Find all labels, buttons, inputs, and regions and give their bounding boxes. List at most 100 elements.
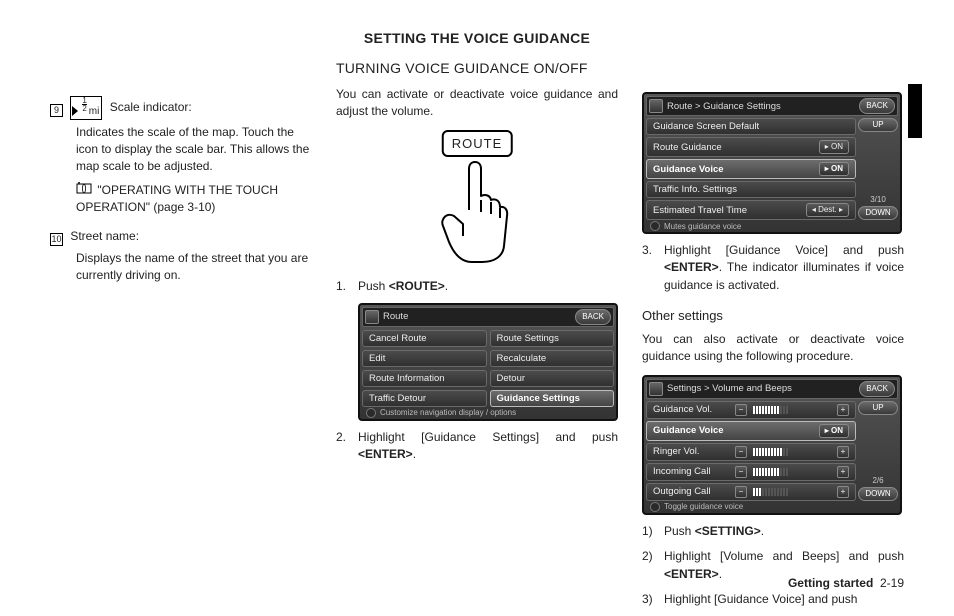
device-minus-button[interactable]: − (735, 404, 747, 416)
page-footer: Getting started 2-19 (788, 576, 904, 590)
device-item-label: Route Guidance (653, 142, 815, 153)
device-volume-bar (751, 447, 833, 457)
device-plus-button[interactable]: + (837, 486, 849, 498)
item-10: 10 Street name: Displays the name of the… (50, 228, 312, 283)
device-item-label: Estimated Travel Time (653, 205, 802, 216)
device-list-item[interactable]: Guidance Vol.− + (646, 401, 856, 419)
device-menu-label: Cancel Route (369, 333, 480, 344)
device-item-label: Guidance Vol. (653, 404, 731, 415)
device-minus-button[interactable]: − (735, 446, 747, 458)
device-home-icon (649, 99, 663, 113)
other-step-3: 3)Highlight [Guidance Voice] and push (642, 591, 904, 608)
device-item-label: Traffic Info. Settings (653, 184, 849, 195)
device-menu-item[interactable]: Detour (490, 370, 615, 387)
route-button-graphic: ROUTE (442, 130, 513, 157)
device-hint: Mutes guidance voice (664, 222, 741, 231)
device-counter: 3/10 (858, 195, 898, 204)
column-middle: SETTING THE VOICE GUIDANCE TURNING VOICE… (336, 30, 618, 616)
device-menu-label: Guidance Settings (497, 393, 608, 404)
device-breadcrumb: Settings > Volume and Beeps (667, 383, 855, 394)
device-list-item[interactable]: Ringer Vol.− + (646, 443, 856, 461)
device-back-button[interactable]: BACK (575, 309, 611, 325)
info-icon (366, 408, 376, 418)
device-plus-button[interactable]: + (837, 446, 849, 458)
column-left: 9 12mi Scale indicator: Indicates the sc… (50, 30, 312, 616)
device-plus-button[interactable]: + (837, 466, 849, 478)
other-settings-title: Other settings (642, 308, 904, 323)
device-breadcrumb: Route (383, 311, 571, 322)
device-item-value[interactable]: ▸ ON (819, 424, 849, 438)
footer-section: Getting started (788, 576, 873, 590)
device-list-item[interactable]: Estimated Travel Time ◂ Dest. ▸ (646, 200, 856, 220)
device-list-item[interactable]: Route Guidance ▸ ON (646, 137, 856, 157)
device-guidance-settings: Route > Guidance Settings BACK Guidance … (642, 92, 902, 234)
device-up-button[interactable]: UP (858, 401, 898, 415)
device-back-button[interactable]: BACK (859, 98, 895, 114)
device-volume-beeps: Settings > Volume and Beeps BACK Guidanc… (642, 375, 902, 515)
device-list-item[interactable]: Guidance Voice ▸ ON (646, 421, 856, 441)
item-label: Street name: (70, 229, 139, 243)
device-menu-item[interactable]: Guidance Settings (490, 390, 615, 407)
subsection-title: TURNING VOICE GUIDANCE ON/OFF (336, 60, 618, 76)
column-right: Route > Guidance Settings BACK Guidance … (642, 30, 904, 616)
device-list-item[interactable]: Traffic Info. Settings (646, 181, 856, 198)
device-minus-button[interactable]: − (735, 466, 747, 478)
item-9: 9 12mi Scale indicator: Indicates the sc… (50, 96, 312, 216)
page-columns: 9 12mi Scale indicator: Indicates the sc… (50, 30, 904, 616)
step-2: 2.Highlight [Guidance Settings] and push… (336, 429, 618, 464)
info-icon (650, 502, 660, 512)
device-counter: 2/6 (858, 476, 898, 485)
step-1: 1.Push <ROUTE>. (336, 278, 618, 295)
page-edge-tab (908, 84, 922, 138)
device-menu-item[interactable]: Traffic Detour (362, 390, 487, 407)
device-hint: Customize navigation display / options (380, 408, 516, 417)
scale-indicator-icon: 12mi (70, 96, 102, 120)
enter-keyword: <ENTER> (664, 260, 719, 274)
device-menu-item[interactable]: Route Settings (490, 330, 615, 347)
info-icon (650, 221, 660, 231)
enter-keyword: <ENTER> (664, 567, 719, 581)
device-item-value[interactable]: ▸ ON (819, 140, 849, 154)
device-item-label: Outgoing Call (653, 486, 731, 497)
enter-keyword: <ENTER> (358, 447, 413, 461)
device-item-label: Incoming Call (653, 466, 731, 477)
item-reference: "OPERATING WITH THE TOUCH OPERATION" (pa… (76, 182, 312, 216)
device-item-label: Ringer Vol. (653, 446, 731, 457)
device-back-button[interactable]: BACK (859, 381, 895, 397)
device-menu-item[interactable]: Cancel Route (362, 330, 487, 347)
device-item-value[interactable]: ◂ Dest. ▸ (806, 203, 849, 217)
step-3: 3.Highlight [Guidance Voice] and push <E… (642, 242, 904, 294)
device-menu-label: Detour (497, 373, 608, 384)
device-menu-item[interactable]: Route Information (362, 370, 487, 387)
device-item-label: Guidance Voice (653, 164, 815, 175)
device-menu-item[interactable]: Edit (362, 350, 487, 367)
device-menu-label: Route Settings (497, 333, 608, 344)
item-number-box: 9 (50, 104, 63, 117)
device-item-value[interactable]: ▸ ON (819, 162, 849, 176)
device-item-label: Guidance Voice (653, 425, 815, 436)
hand-icon (437, 156, 517, 266)
footer-page: 2-19 (880, 576, 904, 590)
device-menu-label: Recalculate (497, 353, 608, 364)
device-list-item[interactable]: Incoming Call− + (646, 463, 856, 481)
device-down-button[interactable]: DOWN (858, 206, 898, 220)
other-step-1: 1)Push <SETTING>. (642, 523, 904, 540)
device-volume-bar (751, 487, 833, 497)
device-volume-bar (751, 405, 833, 415)
device-menu-item[interactable]: Recalculate (490, 350, 615, 367)
item-description: Indicates the scale of the map. Touch th… (76, 124, 312, 174)
device-down-button[interactable]: DOWN (858, 487, 898, 501)
device-up-button[interactable]: UP (858, 118, 898, 132)
device-list-item[interactable]: Guidance Voice ▸ ON (646, 159, 856, 179)
item-number-box: 10 (50, 233, 63, 246)
route-keyword: <ROUTE> (389, 279, 445, 293)
device-list-item[interactable]: Guidance Screen Default (646, 118, 856, 135)
device-list-item[interactable]: Outgoing Call− + (646, 483, 856, 501)
device-minus-button[interactable]: − (735, 486, 747, 498)
device-volume-bar (751, 467, 833, 477)
device-breadcrumb: Route > Guidance Settings (667, 101, 855, 112)
route-press-illustration: ROUTE (417, 130, 537, 270)
device-route-menu: Route BACK Cancel Route Route Settings Edi… (358, 303, 618, 421)
device-plus-button[interactable]: + (837, 404, 849, 416)
reference-icon (76, 182, 94, 199)
